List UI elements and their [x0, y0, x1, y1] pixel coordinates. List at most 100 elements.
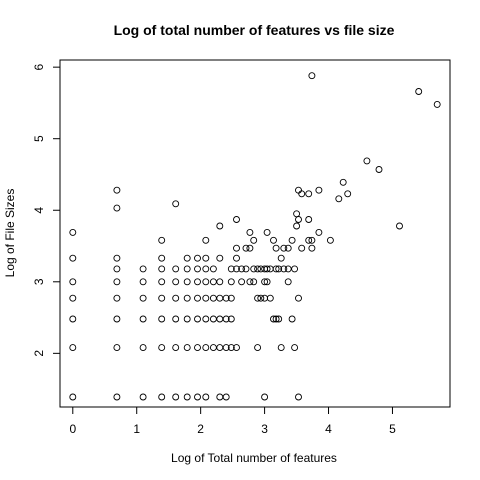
- data-point: [69, 254, 77, 262]
- data-point: [194, 393, 201, 401]
- y-axis: 2 3 4 5 6: [32, 63, 60, 357]
- data-point: [158, 278, 166, 286]
- data-point: [305, 236, 313, 244]
- data-point: [172, 393, 180, 401]
- data-point: [277, 254, 285, 262]
- data-points: [69, 72, 441, 401]
- data-point: [246, 278, 254, 286]
- data-point: [158, 315, 166, 323]
- data-point: [222, 393, 230, 401]
- data-point: [216, 294, 224, 302]
- data-point: [233, 244, 240, 252]
- data-point: [202, 265, 210, 273]
- y-tick-label: 6: [32, 63, 46, 70]
- data-point: [222, 294, 230, 302]
- data-point: [266, 294, 274, 302]
- x-axis: 0 1 2 3 4 5: [69, 407, 396, 436]
- data-point: [284, 278, 292, 286]
- data-point: [183, 265, 191, 273]
- data-point: [194, 254, 201, 262]
- data-point: [69, 344, 77, 352]
- data-point: [315, 228, 323, 236]
- data-point: [69, 393, 77, 401]
- data-point: [263, 228, 271, 236]
- data-point: [295, 216, 302, 223]
- data-point: [335, 195, 343, 203]
- data-point: [139, 393, 147, 401]
- data-point: [375, 166, 383, 173]
- data-point: [277, 344, 285, 352]
- data-point: [257, 294, 265, 302]
- data-point: [69, 228, 77, 236]
- data-point: [293, 210, 301, 218]
- data-point: [194, 294, 201, 302]
- data-point: [216, 393, 224, 401]
- data-point: [202, 278, 210, 286]
- data-point: [194, 344, 201, 352]
- data-point: [227, 265, 235, 273]
- data-point: [344, 190, 352, 198]
- data-point: [288, 315, 296, 323]
- data-point: [113, 186, 121, 194]
- data-point: [263, 265, 271, 273]
- data-point: [295, 294, 302, 302]
- data-point: [69, 315, 77, 323]
- x-tick-label: 1: [133, 422, 140, 436]
- data-point: [250, 236, 258, 244]
- data-point: [254, 265, 262, 273]
- data-point: [280, 244, 288, 252]
- data-point: [209, 344, 217, 352]
- data-point: [295, 186, 302, 194]
- data-point: [308, 244, 316, 252]
- data-point: [202, 236, 210, 244]
- data-point: [139, 278, 147, 286]
- data-point: [233, 265, 240, 273]
- data-point: [209, 265, 217, 273]
- data-point: [172, 200, 180, 208]
- data-point: [202, 254, 210, 262]
- data-point: [158, 265, 166, 273]
- x-tick-label: 2: [197, 422, 204, 436]
- data-point: [227, 294, 235, 302]
- data-point: [261, 294, 269, 302]
- data-point: [202, 294, 210, 302]
- data-point: [254, 344, 262, 352]
- data-point: [139, 344, 147, 352]
- data-point: [233, 344, 240, 352]
- data-point: [202, 344, 210, 352]
- data-point: [113, 344, 121, 352]
- data-point: [261, 393, 269, 401]
- data-point: [293, 222, 301, 230]
- data-point: [158, 393, 166, 401]
- data-point: [183, 254, 191, 262]
- data-point: [298, 190, 306, 198]
- data-point: [183, 294, 191, 302]
- data-point: [233, 254, 240, 262]
- data-point: [113, 204, 121, 212]
- data-point: [415, 88, 423, 95]
- data-point: [272, 315, 280, 323]
- data-point: [227, 315, 235, 323]
- data-point: [202, 393, 210, 401]
- x-tick-label: 5: [389, 422, 396, 436]
- data-point: [433, 100, 441, 108]
- data-point: [113, 294, 121, 302]
- data-point: [298, 244, 306, 252]
- data-point: [227, 278, 235, 286]
- data-point: [209, 315, 217, 323]
- data-point: [284, 265, 292, 273]
- y-tick-label: 2: [32, 350, 46, 357]
- data-point: [272, 244, 280, 252]
- data-point: [308, 72, 316, 80]
- data-point: [295, 393, 302, 401]
- data-point: [202, 315, 210, 323]
- data-point: [113, 254, 121, 262]
- data-point: [222, 344, 230, 352]
- data-point: [238, 278, 246, 286]
- data-point: [396, 222, 403, 230]
- chart-title: Log of total number of features vs file …: [114, 22, 395, 38]
- data-point: [113, 393, 121, 401]
- data-point: [227, 344, 235, 352]
- data-point: [194, 265, 201, 273]
